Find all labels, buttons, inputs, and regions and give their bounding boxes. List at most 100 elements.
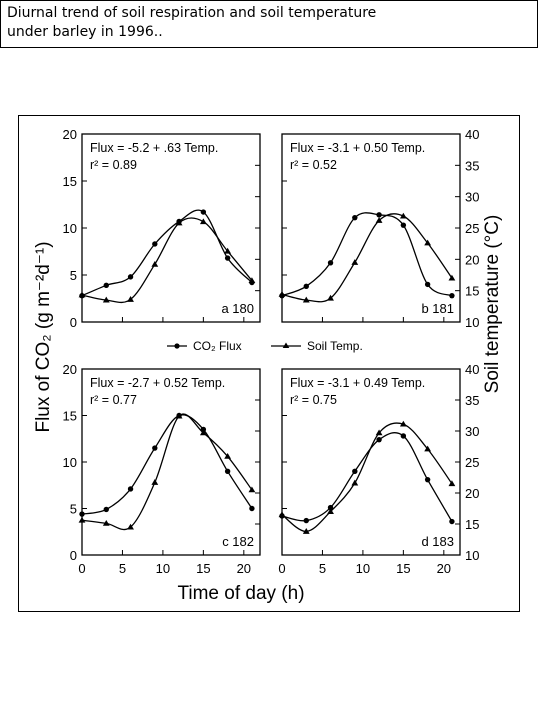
panel-2-temp-point bbox=[399, 212, 407, 219]
panel-3-temp-point bbox=[175, 412, 183, 419]
y-tick-label-flux: 10 bbox=[63, 455, 77, 470]
panel-3-temp-line bbox=[81, 413, 253, 531]
panel-2-temp-point bbox=[327, 294, 334, 301]
y-tick-label-temp: 25 bbox=[465, 455, 479, 470]
y-tick-label-temp: 30 bbox=[465, 190, 479, 205]
panel-3-temp-point bbox=[248, 486, 256, 493]
x-tick-label: 0 bbox=[278, 561, 285, 576]
panel-1-temp-point bbox=[102, 296, 110, 303]
legend-temp-marker bbox=[282, 342, 290, 348]
panel-1-label: a 180 bbox=[221, 301, 254, 316]
panel-2-temp-point bbox=[302, 296, 310, 303]
panel-3-temp-point bbox=[102, 519, 110, 526]
panel-4-temp-point bbox=[375, 429, 383, 436]
chart-panels: 0 5 10 15 20 Flux = -5.2 + .63 Temp. r² = 0.89… bbox=[63, 127, 480, 576]
panel-4-label: d 183 bbox=[421, 534, 454, 549]
panel-2-temp-point bbox=[448, 274, 456, 281]
panel-3-flux-line bbox=[81, 414, 253, 515]
panel-4-flux-point bbox=[352, 468, 358, 474]
panel-4-flux-point bbox=[400, 433, 407, 439]
y-tick-label-temp: 15 bbox=[465, 517, 479, 532]
y-tick-label-temp: 10 bbox=[465, 548, 479, 563]
y-tick-label-temp: 20 bbox=[465, 252, 479, 267]
legend-flux-label: CO₂ Flux bbox=[193, 339, 242, 353]
panel-1-flux-point bbox=[224, 255, 231, 261]
panel-4-temp-point bbox=[448, 480, 456, 487]
panel-2-label: b 181 bbox=[421, 301, 454, 316]
caption-line-2: under barley in 1996.. bbox=[7, 24, 163, 40]
panel-1-temp-point bbox=[78, 291, 86, 298]
panel-3-temp-point bbox=[127, 523, 134, 530]
y-tick-label-temp: 10 bbox=[465, 315, 479, 330]
panel-3-temp-point bbox=[199, 429, 207, 436]
y-tick-label-temp: 35 bbox=[465, 158, 479, 173]
panel-2-flux-point bbox=[352, 214, 358, 221]
panel-3-label: c 182 bbox=[222, 534, 254, 549]
panel-3-temp-point bbox=[151, 479, 159, 485]
panel-2: 10 15 20 25 30 35 40 Flux = -3.1 + 0.50 Temp. r²… bbox=[278, 127, 479, 330]
figure-frame: Flux of CO₂ (g m⁻²d⁻¹) Soil temperature … bbox=[18, 115, 520, 612]
y-tick-label-temp: 20 bbox=[465, 486, 479, 501]
panel-4-flux-point bbox=[376, 436, 382, 443]
panel-4-flux-point bbox=[327, 504, 334, 511]
panel-4-flux-line bbox=[281, 432, 453, 522]
panel-1-r2: r² = 0.89 bbox=[90, 158, 137, 172]
panel-2-flux-point bbox=[449, 292, 455, 299]
y-tick-label-flux: 20 bbox=[63, 127, 77, 142]
y-axis-label-left: Flux of CO₂ (g m⁻²d⁻¹) bbox=[33, 241, 54, 432]
y-tick-label-temp: 40 bbox=[465, 127, 479, 142]
panel-2-flux-point bbox=[424, 281, 431, 288]
panel-1-flux-point bbox=[200, 209, 207, 215]
legend: CO₂ Flux Soil Temp. bbox=[167, 339, 363, 353]
panel-2-equation: Flux = -3.1 + 0.50 Temp. bbox=[290, 141, 425, 155]
y-tick-label-temp: 15 bbox=[465, 284, 479, 299]
panel-4-temp-point bbox=[399, 420, 407, 427]
y-tick-label-flux: 20 bbox=[63, 362, 77, 377]
panel-3-flux-point bbox=[249, 505, 255, 512]
y-tick-label-flux: 5 bbox=[70, 502, 77, 517]
x-tick-label: 5 bbox=[319, 561, 326, 576]
panel-3-flux-point bbox=[224, 468, 231, 474]
y-tick-label-temp: 35 bbox=[465, 393, 479, 408]
panel-4-temp-point bbox=[302, 528, 310, 534]
y-tick-label-flux: 0 bbox=[70, 548, 77, 563]
x-tick-label: 5 bbox=[119, 561, 126, 576]
x-tick-label: 0 bbox=[78, 561, 85, 576]
x-axis-label: Time of day (h) bbox=[177, 583, 304, 604]
panel-4-flux-point bbox=[449, 518, 455, 525]
panel-4-equation: Flux = -3.1 + 0.49 Temp. bbox=[290, 376, 425, 390]
y-tick-label-flux: 5 bbox=[70, 268, 77, 283]
y-axis-label-right: Soil temperature (°C) bbox=[482, 215, 503, 394]
panel-2-temp-point bbox=[278, 291, 286, 297]
panel-3-flux-point bbox=[79, 511, 85, 517]
panel-4-flux-point bbox=[424, 476, 431, 483]
x-tick-label: 10 bbox=[356, 561, 370, 576]
legend-temp-label: Soil Temp. bbox=[307, 339, 363, 353]
panel-3-flux-point bbox=[152, 445, 158, 451]
panel-2-temp-point bbox=[375, 217, 383, 223]
panel-3-equation: Flux = -2.7 + 0.52 Temp. bbox=[90, 376, 225, 390]
panel-3: 0 5 10 15 20 0 5 10 15 20 Flux = -2.7 + 0.52 Temp.… bbox=[63, 362, 261, 576]
x-tick-label: 20 bbox=[437, 561, 451, 576]
panel-4-temp-line bbox=[281, 422, 453, 533]
y-tick-label-flux: 10 bbox=[63, 221, 77, 236]
y-tick-label-temp: 25 bbox=[465, 221, 479, 236]
panel-1-temp-point bbox=[199, 218, 207, 225]
panel-1: 0 5 10 15 20 Flux = -5.2 + .63 Temp. r² = 0.89… bbox=[63, 127, 261, 330]
panel-1-flux-point bbox=[127, 274, 134, 280]
y-tick-label-flux: 15 bbox=[63, 174, 77, 189]
legend-flux-marker bbox=[174, 343, 180, 349]
panel-3-flux-point bbox=[103, 506, 109, 513]
panel-1-flux-point bbox=[152, 241, 158, 247]
x-tick-label: 15 bbox=[196, 561, 210, 576]
panel-2-temp-point bbox=[424, 239, 432, 246]
panel-4-temp-point bbox=[351, 479, 359, 486]
panel-4-temp-point bbox=[424, 445, 432, 452]
panel-3-temp-point bbox=[224, 453, 232, 459]
panel-1-temp-point bbox=[224, 247, 232, 254]
y-tick-label-flux: 0 bbox=[70, 315, 77, 330]
x-tick-label: 15 bbox=[396, 561, 410, 576]
panel-1-equation: Flux = -5.2 + .63 Temp. bbox=[90, 141, 218, 155]
chart-figure: Flux of CO₂ (g m⁻²d⁻¹) Soil temperature … bbox=[33, 127, 503, 604]
y-tick-label-temp: 40 bbox=[465, 362, 479, 377]
